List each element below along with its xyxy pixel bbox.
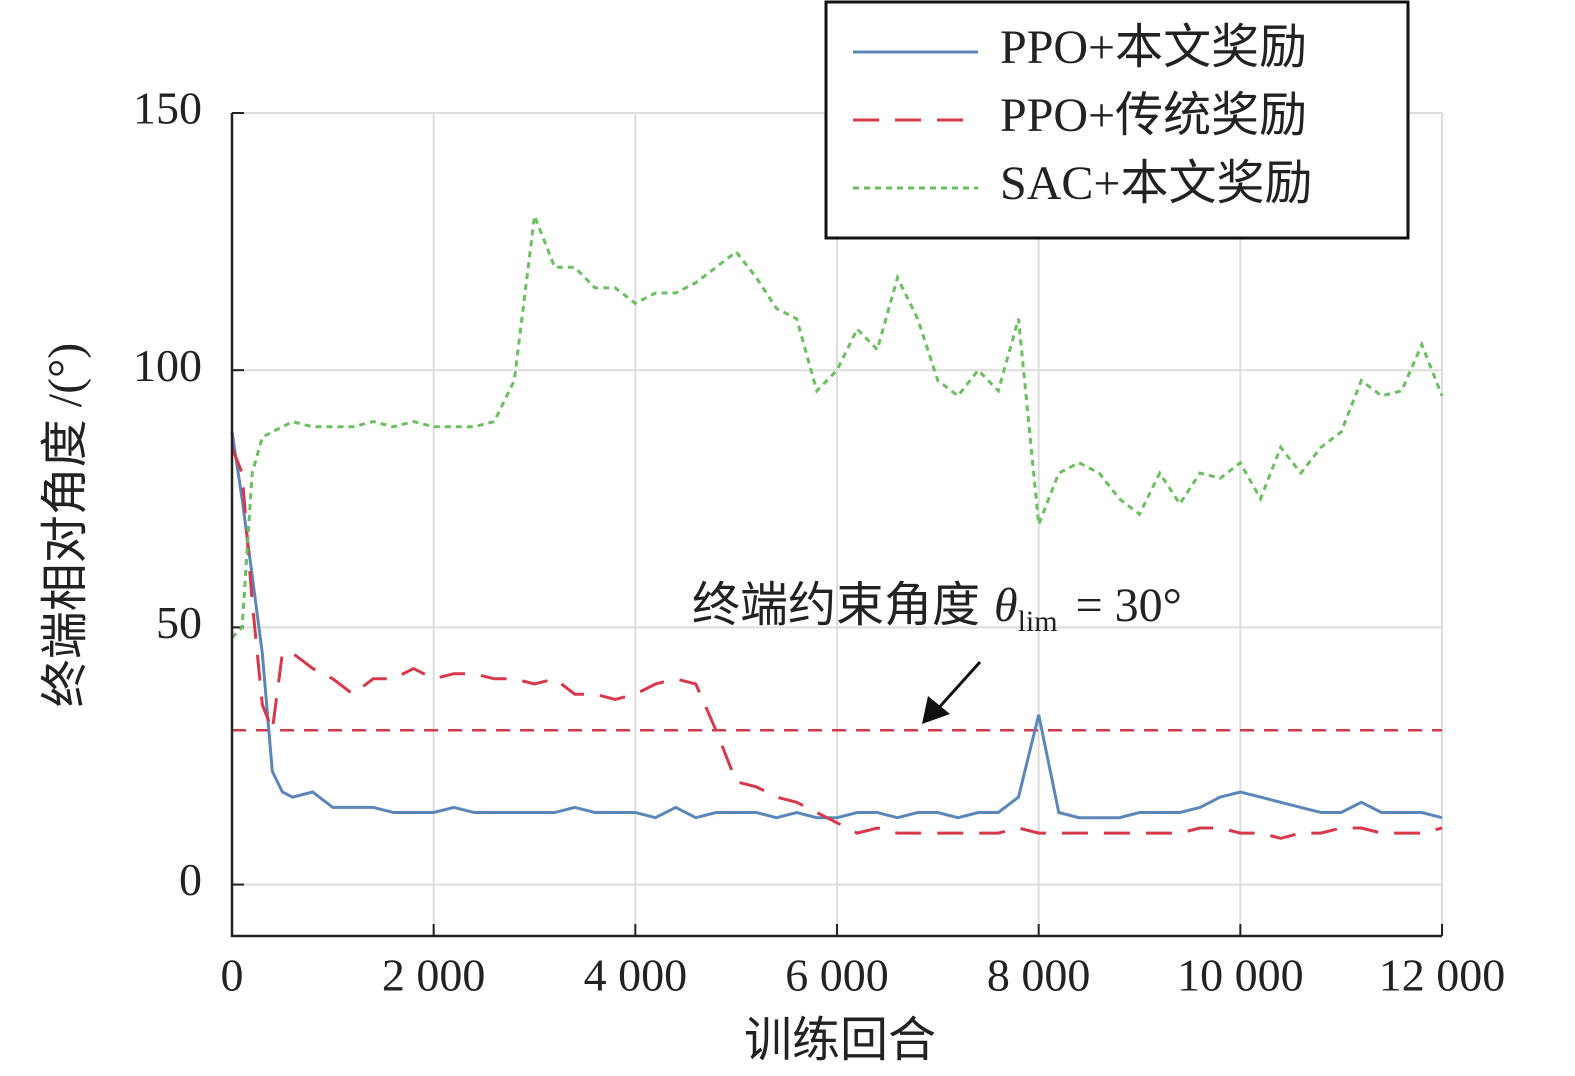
legend-label: PPO+传统奖励 xyxy=(1000,89,1307,142)
legend-box xyxy=(824,0,1410,240)
x-tick-label: 8 000 xyxy=(987,950,1091,1001)
x-tick-label: 10 000 xyxy=(1177,950,1304,1001)
x-tick-label: 4 000 xyxy=(584,950,688,1001)
x-tick-label: 12 000 xyxy=(1379,950,1506,1001)
legend-label: SAC+本文奖励 xyxy=(1000,157,1312,210)
annotation-equation: = 30° xyxy=(1076,579,1182,632)
x-tick-label: 2 000 xyxy=(382,950,486,1001)
annotation-text: 终端约束角度 xyxy=(692,579,980,632)
x-tick-label: 6 000 xyxy=(785,950,889,1001)
axis-frame xyxy=(230,113,1442,938)
series-line xyxy=(230,431,1443,820)
legend: PPO+本文奖励 PPO+传统奖励 SAC+本文奖励 xyxy=(824,0,1410,240)
annotation: 终端约束角度 θlim = 30° xyxy=(692,579,1182,638)
x-tick-label: 0 xyxy=(221,950,244,1001)
x-axis-label: 训练回合 xyxy=(744,1014,936,1067)
arrow-head xyxy=(922,696,950,724)
y-tick-label: 100 xyxy=(133,340,202,391)
y-tick-label: 0 xyxy=(179,854,202,905)
annotation-subscript: lim xyxy=(1018,605,1058,638)
y-axis-label: 终端相对角度 /(°) xyxy=(39,343,92,708)
series-line xyxy=(230,215,1444,639)
series-line xyxy=(230,446,1443,840)
annotation-symbol: θ xyxy=(994,579,1018,632)
y-tick-label: 50 xyxy=(156,597,202,648)
plot: 0 50 100 150 0 2 000 4 000 6 000 8 000 10 000 12 0… xyxy=(133,0,1506,1001)
annotation-arrow xyxy=(933,660,982,714)
legend-label: PPO+本文奖励 xyxy=(1000,21,1307,74)
y-tick-label: 150 xyxy=(133,83,202,134)
